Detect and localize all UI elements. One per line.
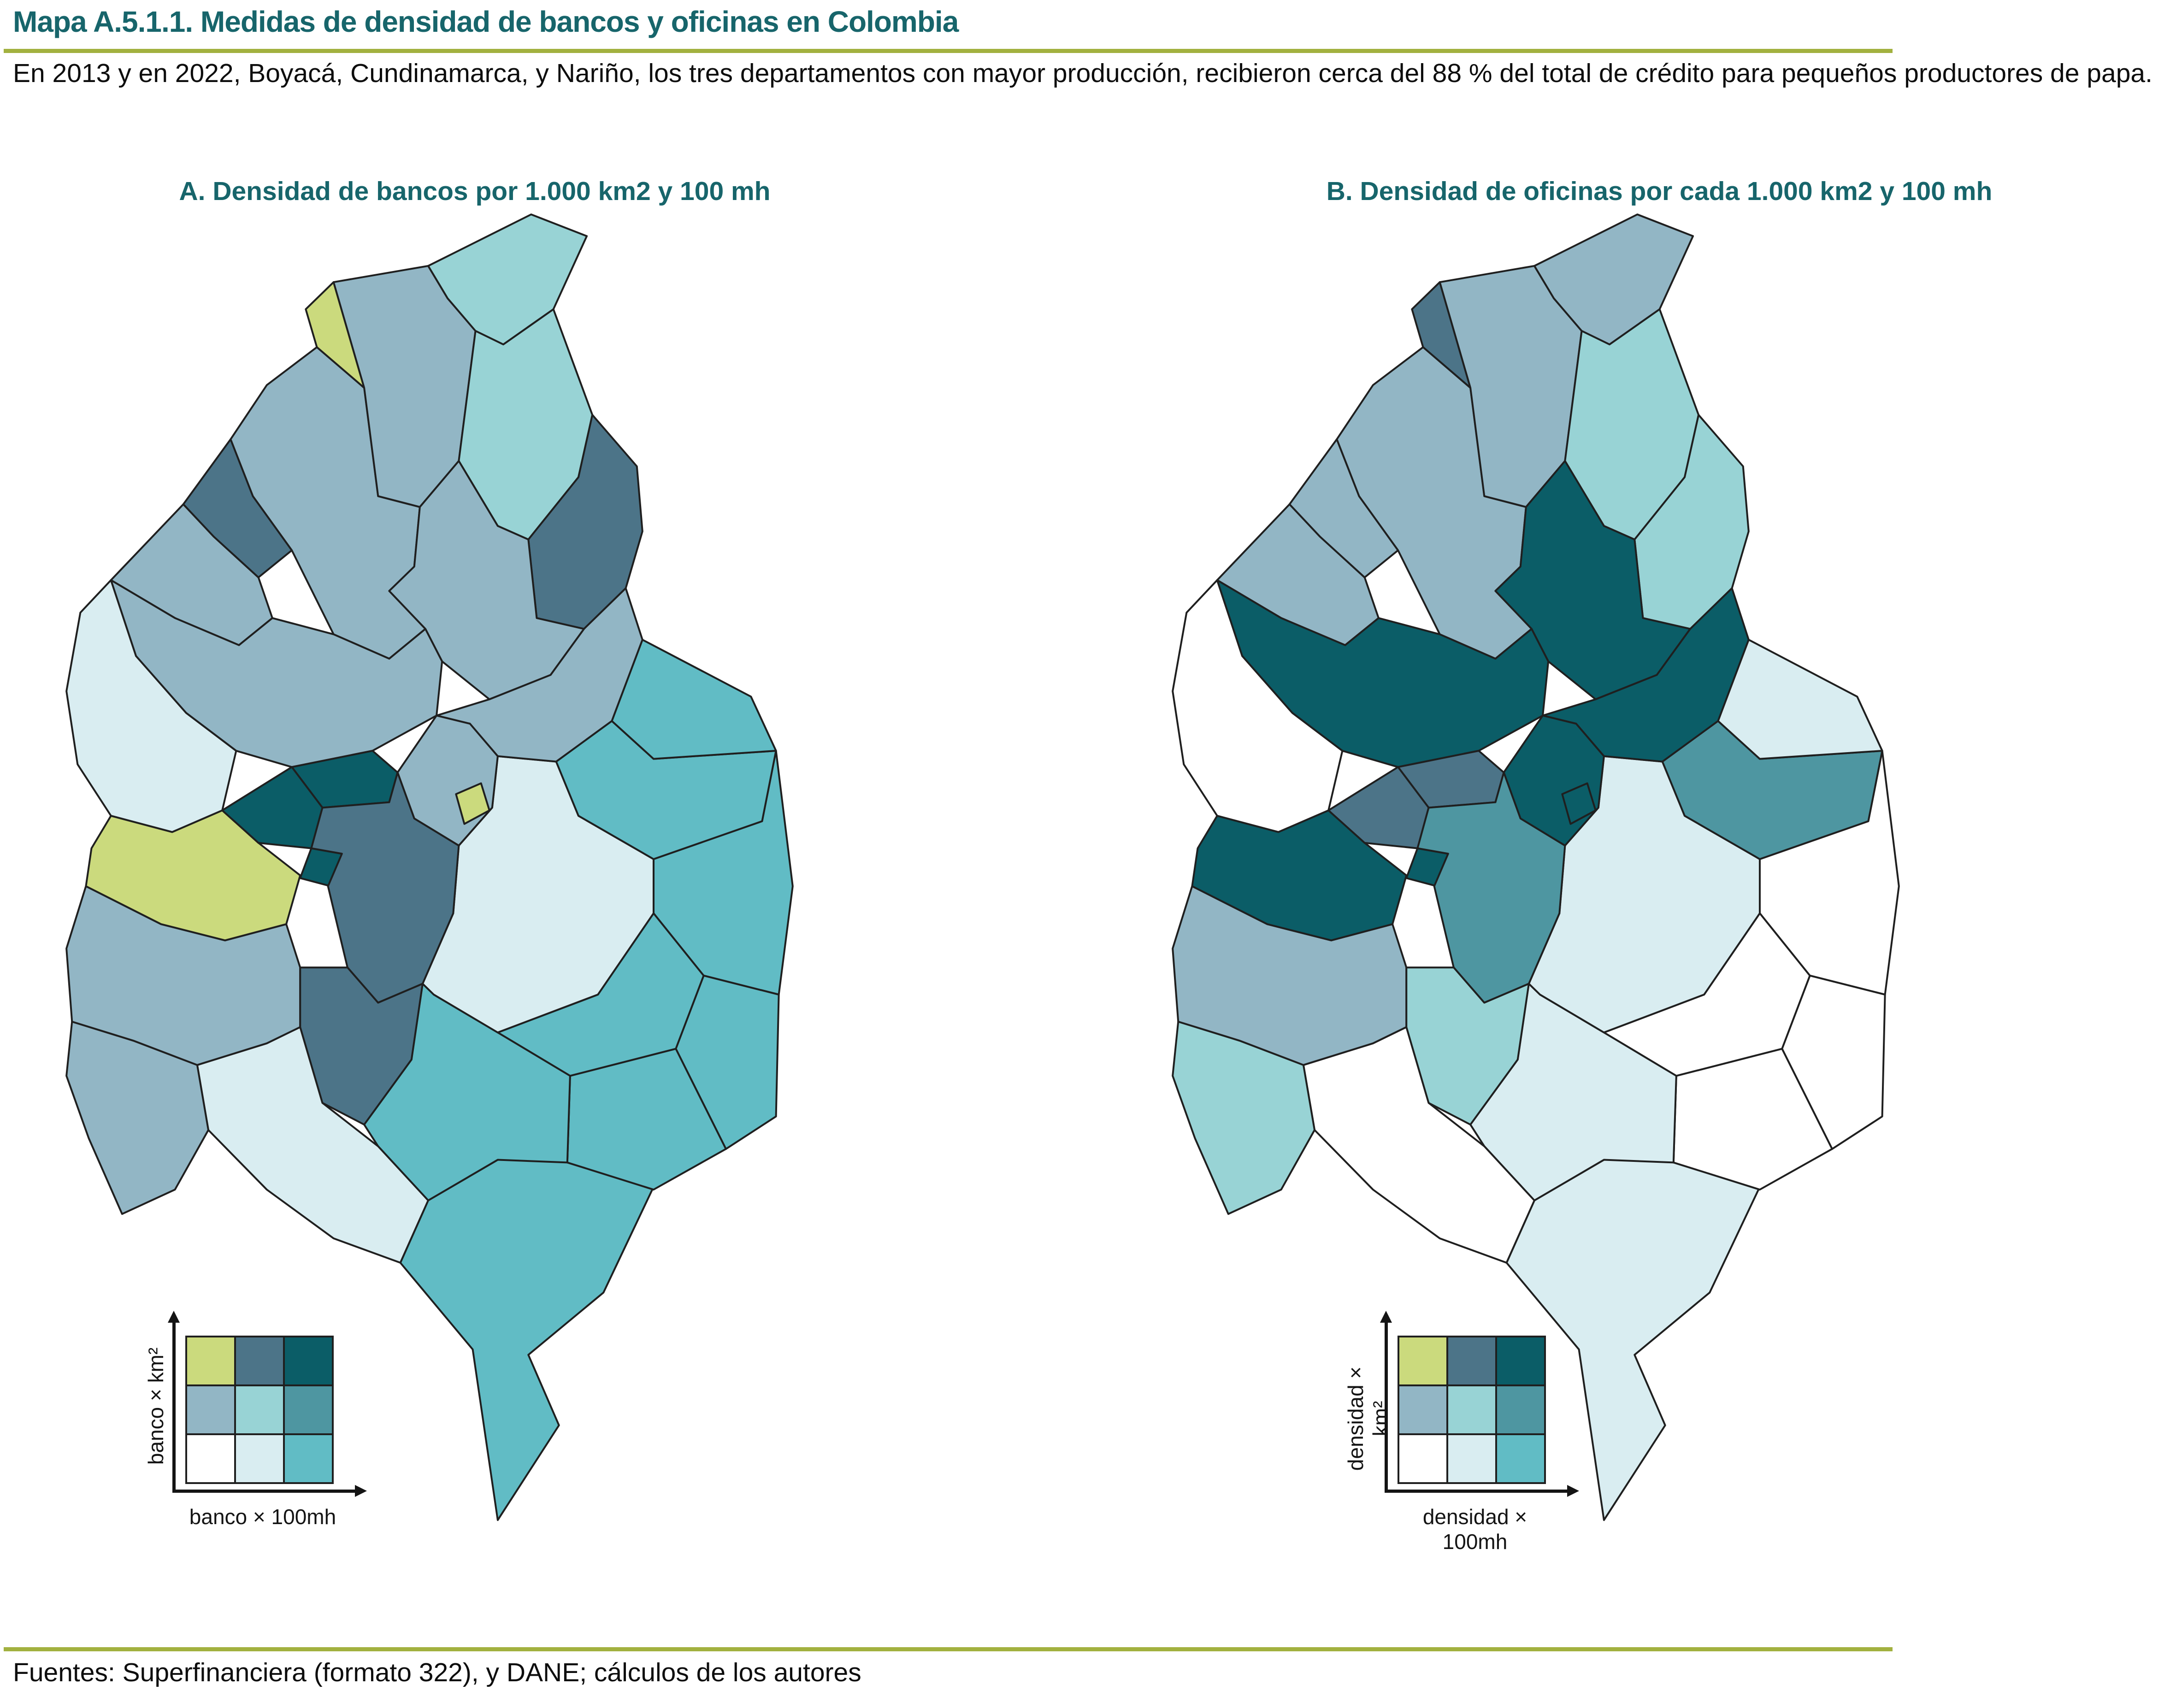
department-antioquia: [111, 580, 442, 767]
source-note: Fuentes: Superfinanciera (formato 322), …: [13, 1658, 861, 1687]
department-bogota: [1562, 783, 1595, 824]
legend-cell-r3c3: [1497, 1435, 1544, 1482]
legend-cell-r3c2: [236, 1435, 283, 1482]
legend-cell-r2c2: [236, 1386, 283, 1433]
department-amazonas: [401, 1160, 654, 1520]
legend-x-label: banco × 100mh: [189, 1505, 336, 1529]
figure-title: Mapa A.5.1.1. Medidas de densidad de ban…: [13, 5, 959, 38]
legend-bivariate-oficinas: densidad × km² densidad × 100mh: [1344, 1311, 1641, 1556]
legend-cell-r1c2: [1448, 1337, 1495, 1384]
legend-grid: [185, 1336, 334, 1484]
legend-grid: [1398, 1336, 1546, 1484]
legend-bivariate-bancos: banco × km² banco × 100mh: [134, 1311, 429, 1556]
divider-bottom: [4, 1647, 1893, 1651]
legend-cell-r1c2: [236, 1337, 283, 1384]
legend-cell-r2c3: [1497, 1386, 1544, 1433]
department-huila: [300, 967, 423, 1125]
panel-a-title: A. Densidad de bancos por 1.000 km2 y 10…: [179, 177, 771, 206]
legend-cell-r3c1: [1399, 1435, 1446, 1482]
legend-cell-r1c1: [1399, 1337, 1446, 1384]
figure-subtitle: En 2013 y en 2022, Boyacá, Cundinamarca,…: [13, 59, 2153, 88]
legend-cell-r3c2: [1448, 1435, 1495, 1482]
choropleth-map-bancos: [55, 198, 807, 1525]
department-bogota: [456, 783, 489, 824]
choropleth-map-oficinas: [1162, 198, 1913, 1525]
legend-cell-r1c1: [187, 1337, 234, 1384]
legend-y-axis-arrow-icon: [168, 1311, 180, 1491]
department-antioquia: [1217, 580, 1548, 767]
department-huila: [1406, 967, 1529, 1125]
divider-top: [4, 49, 1893, 53]
legend-cell-r3c1: [187, 1435, 234, 1482]
legend-x-axis-arrow-icon: [1385, 1485, 1579, 1497]
legend-cell-r1c3: [285, 1337, 332, 1384]
legend-cell-r2c2: [1448, 1386, 1495, 1433]
legend-cell-r1c3: [1497, 1337, 1544, 1384]
panel-b-title: B. Densidad de oficinas por cada 1.000 k…: [1326, 177, 1993, 206]
legend-cell-r2c1: [187, 1386, 234, 1433]
legend-y-label: banco × km²: [144, 1347, 168, 1465]
legend-x-label: densidad × 100mh: [1422, 1505, 1527, 1554]
legend-cell-r3c3: [285, 1435, 332, 1482]
legend-x-axis-arrow-icon: [172, 1485, 367, 1497]
legend-cell-r2c1: [1399, 1386, 1446, 1433]
legend-y-axis-arrow-icon: [1380, 1311, 1392, 1491]
legend-cell-r2c3: [285, 1386, 332, 1433]
